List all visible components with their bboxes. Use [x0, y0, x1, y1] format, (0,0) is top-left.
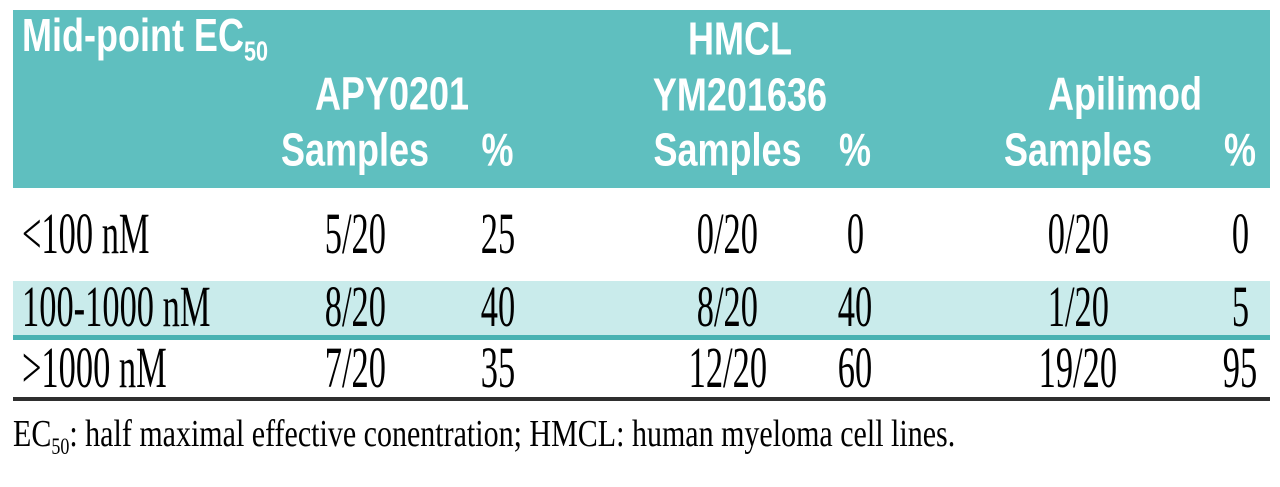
- group-header-ym201636: YM201636: [652, 67, 828, 121]
- dark-divider-line: [13, 397, 1270, 401]
- cell-ym-samples: 0/20: [696, 202, 759, 267]
- cell-ym-pct: 0: [846, 202, 864, 267]
- cell-api-samples: 0/20: [1047, 202, 1109, 267]
- cell-ym-pct: 40: [837, 276, 873, 340]
- table-row-lt100nm: <100 nM 5/20 25 0/20 0 0/20 0: [13, 188, 1270, 281]
- table-row-gt1000nm: >1000 nM 7/20 35 12/20 60 19/20 95: [13, 336, 1270, 401]
- cell-apy-samples: 5/20: [324, 202, 386, 267]
- row-label: >1000 nM: [22, 336, 167, 401]
- column-header-samples-ym201636: Samples: [653, 122, 802, 176]
- cell-apy-pct: 40: [480, 276, 515, 340]
- teal-divider-line: [13, 335, 1270, 340]
- group-header-apilimod: Apilimod: [1048, 66, 1202, 120]
- cell-api-pct: 5: [1231, 276, 1249, 340]
- cell-ym-samples: 8/20: [696, 276, 759, 340]
- cell-api-pct: 0: [1231, 202, 1249, 267]
- cell-apy-samples: 7/20: [324, 336, 386, 401]
- corner-header-text: Mid-point EC: [22, 8, 244, 62]
- cell-apy-pct: 25: [480, 202, 515, 267]
- column-header-samples-apilimod: Samples: [1003, 122, 1153, 176]
- cell-ym-samples: 12/20: [688, 336, 767, 401]
- group-header-apy0201: APY0201: [314, 66, 470, 120]
- table-footnote: EC50: half maximal effective conentratio…: [13, 406, 1270, 468]
- column-header-pct-ym201636: %: [838, 122, 871, 176]
- footnote-ec-subscript: 50: [51, 434, 70, 460]
- group-header-hmcl: HMCL: [688, 11, 792, 65]
- cell-ym-pct: 60: [837, 336, 873, 401]
- group-header-hmcl-ym201636: HMCL YM201636: [622, 10, 858, 122]
- row-label: 100-1000 nM: [22, 276, 211, 340]
- row-label: <100 nM: [22, 202, 150, 267]
- table-header: Mid-point EC50 APY0201 HMCL YM201636 Api…: [13, 8, 1270, 188]
- corner-header-midpoint-ec50: Mid-point EC50: [22, 8, 342, 68]
- cell-apy-samples: 8/20: [324, 276, 386, 340]
- column-header-pct-apy0201: %: [481, 122, 514, 176]
- column-header-pct-apilimod: %: [1223, 122, 1256, 176]
- cell-api-samples: 19/20: [1038, 336, 1118, 401]
- corner-header-subscript: 50: [243, 34, 268, 68]
- cell-api-samples: 1/20: [1047, 276, 1109, 340]
- cell-apy-pct: 35: [480, 336, 515, 401]
- cell-api-pct: 95: [1222, 336, 1258, 401]
- footnote-text: : half maximal effective conentration; H…: [69, 413, 956, 456]
- table-row-100-1000nm-highlighted: 100-1000 nM 8/20 40 8/20 40 1/20 5: [13, 276, 1270, 340]
- footnote-ec-prefix: EC: [13, 413, 52, 456]
- column-header-samples-apy0201: Samples: [280, 122, 430, 176]
